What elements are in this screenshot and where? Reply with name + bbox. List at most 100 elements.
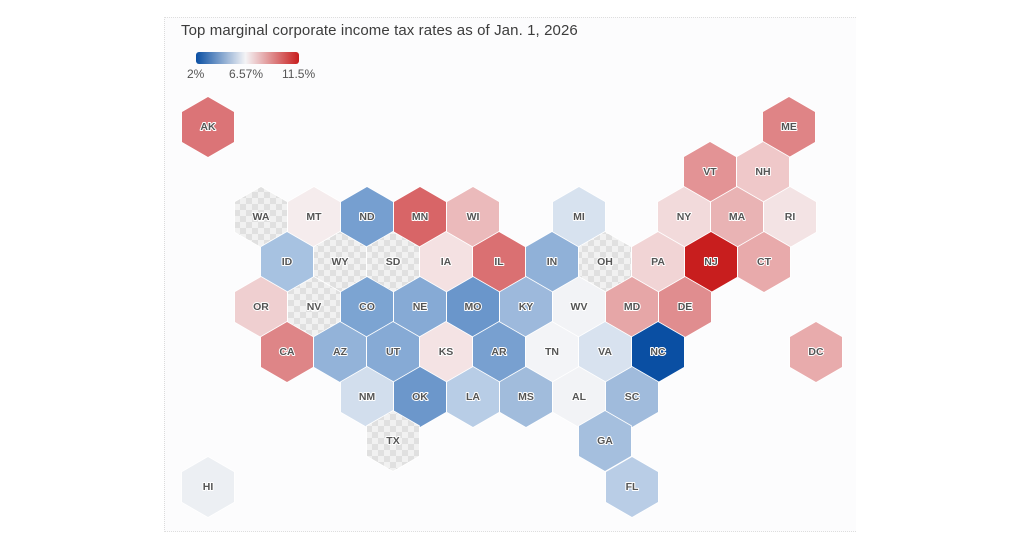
state-label: GA (597, 435, 613, 447)
state-label: FL (626, 481, 639, 493)
state-label: ND (359, 211, 375, 223)
state-label: CT (757, 256, 772, 268)
hex-shape[interactable] (737, 231, 791, 293)
state-hex-or[interactable]: OR (234, 276, 288, 338)
state-label: ME (781, 121, 797, 133)
state-hex-wi[interactable]: WI (446, 186, 500, 248)
state-label: AL (572, 391, 587, 403)
hex-shape[interactable] (366, 410, 420, 472)
state-label: DC (808, 346, 824, 358)
state-label: IL (494, 256, 504, 268)
state-hex-md[interactable]: MD (605, 276, 659, 338)
state-hex-ms[interactable]: MS (499, 366, 553, 428)
legend-max-label: 11.5% (282, 67, 316, 81)
state-hex-nh[interactable]: NH (736, 141, 790, 203)
hex-shape[interactable] (789, 321, 843, 383)
state-hex-mn[interactable]: MN (393, 186, 447, 248)
state-label: DE (678, 301, 693, 313)
state-hex-ri[interactable]: RI (763, 186, 817, 248)
state-hex-fl[interactable]: FL (605, 456, 659, 518)
state-hex-dc[interactable]: DC (789, 321, 843, 383)
state-hex-wa[interactable]: WA (234, 186, 288, 248)
state-hex-tx[interactable]: TX (366, 410, 420, 472)
state-label: RI (785, 211, 796, 223)
state-label: MA (729, 211, 746, 223)
state-label: NJ (704, 256, 718, 268)
state-label: NE (413, 301, 428, 313)
state-hex-sd[interactable]: SD (366, 231, 420, 293)
state-label: WA (253, 211, 270, 223)
state-label: IN (547, 256, 558, 268)
state-hex-ak[interactable]: AK (181, 96, 235, 158)
state-label: WY (332, 256, 349, 268)
state-hex-ok[interactable]: OK (393, 366, 447, 428)
state-hex-wy[interactable]: WY (313, 231, 367, 293)
state-label: KS (439, 346, 454, 358)
state-hex-sc[interactable]: SC (605, 366, 659, 428)
state-label: SD (386, 256, 401, 268)
state-label: NH (755, 166, 770, 178)
state-hex-nj[interactable]: NJ (684, 231, 738, 293)
hex-tiles: AK ME VT NH WA MT ND MN WI MI NY MA RI ID WY SD IA IL IN OH… (181, 96, 843, 518)
state-label: LA (466, 391, 480, 403)
chart-title: Top marginal corporate income tax rates … (181, 22, 578, 39)
state-hex-ny[interactable]: NY (657, 186, 711, 248)
state-hex-me[interactable]: ME (762, 96, 816, 158)
state-hex-mi[interactable]: MI (552, 186, 606, 248)
state-label: MI (573, 211, 585, 223)
state-hex-ar[interactable]: AR (472, 321, 526, 383)
state-label: MN (412, 211, 428, 223)
state-hex-id[interactable]: ID (260, 231, 314, 293)
state-label: OK (412, 391, 428, 403)
legend-mid-label: 6.57% (229, 67, 264, 81)
hex-shape[interactable] (605, 456, 659, 518)
state-label: NY (677, 211, 692, 223)
state-hex-nv[interactable]: NV (287, 276, 341, 338)
state-label: PA (651, 256, 665, 268)
state-label: AZ (333, 346, 348, 358)
state-label: ID (282, 256, 293, 268)
state-label: SC (625, 391, 640, 403)
state-label: VA (598, 346, 612, 358)
state-label: AR (491, 346, 507, 358)
state-label: NC (650, 346, 666, 358)
state-hex-ks[interactable]: KS (419, 321, 473, 383)
hex-shape[interactable] (181, 96, 235, 158)
state-label: UT (386, 346, 401, 358)
state-hex-ct[interactable]: CT (737, 231, 791, 293)
state-hex-ca[interactable]: CA (260, 321, 314, 383)
state-hex-hi[interactable]: HI (181, 456, 235, 518)
hex-shape[interactable] (181, 456, 235, 518)
hex-shape[interactable] (605, 366, 659, 428)
state-label: CO (359, 301, 375, 313)
state-hex-pa[interactable]: PA (631, 231, 685, 293)
state-label: NV (307, 301, 322, 313)
state-label: MO (465, 301, 482, 313)
state-label: KY (519, 301, 534, 313)
state-label: WV (571, 301, 588, 313)
state-label: OH (597, 256, 613, 268)
state-hex-ne[interactable]: NE (393, 276, 447, 338)
state-label: VT (703, 166, 717, 178)
state-hex-ma[interactable]: MA (710, 186, 764, 248)
state-label: IA (441, 256, 452, 268)
state-label: TX (386, 435, 399, 447)
state-label: MD (624, 301, 641, 313)
state-label: MS (518, 391, 534, 403)
state-label: HI (203, 481, 214, 493)
state-label: OR (253, 301, 269, 313)
state-label: MT (306, 211, 322, 223)
hex-shape[interactable] (658, 276, 712, 338)
state-label: CA (279, 346, 295, 358)
state-label: NM (359, 391, 376, 403)
hex-shape[interactable] (578, 410, 632, 472)
state-label: WI (467, 211, 480, 223)
state-label: TN (545, 346, 559, 358)
state-hex-ga[interactable]: GA (578, 410, 632, 472)
state-hex-de[interactable]: DE (658, 276, 712, 338)
state-hex-ky[interactable]: KY (499, 276, 553, 338)
legend-color-scale (196, 52, 299, 64)
state-hex-nm[interactable]: NM (340, 366, 394, 428)
legend-min-label: 2% (187, 67, 205, 81)
